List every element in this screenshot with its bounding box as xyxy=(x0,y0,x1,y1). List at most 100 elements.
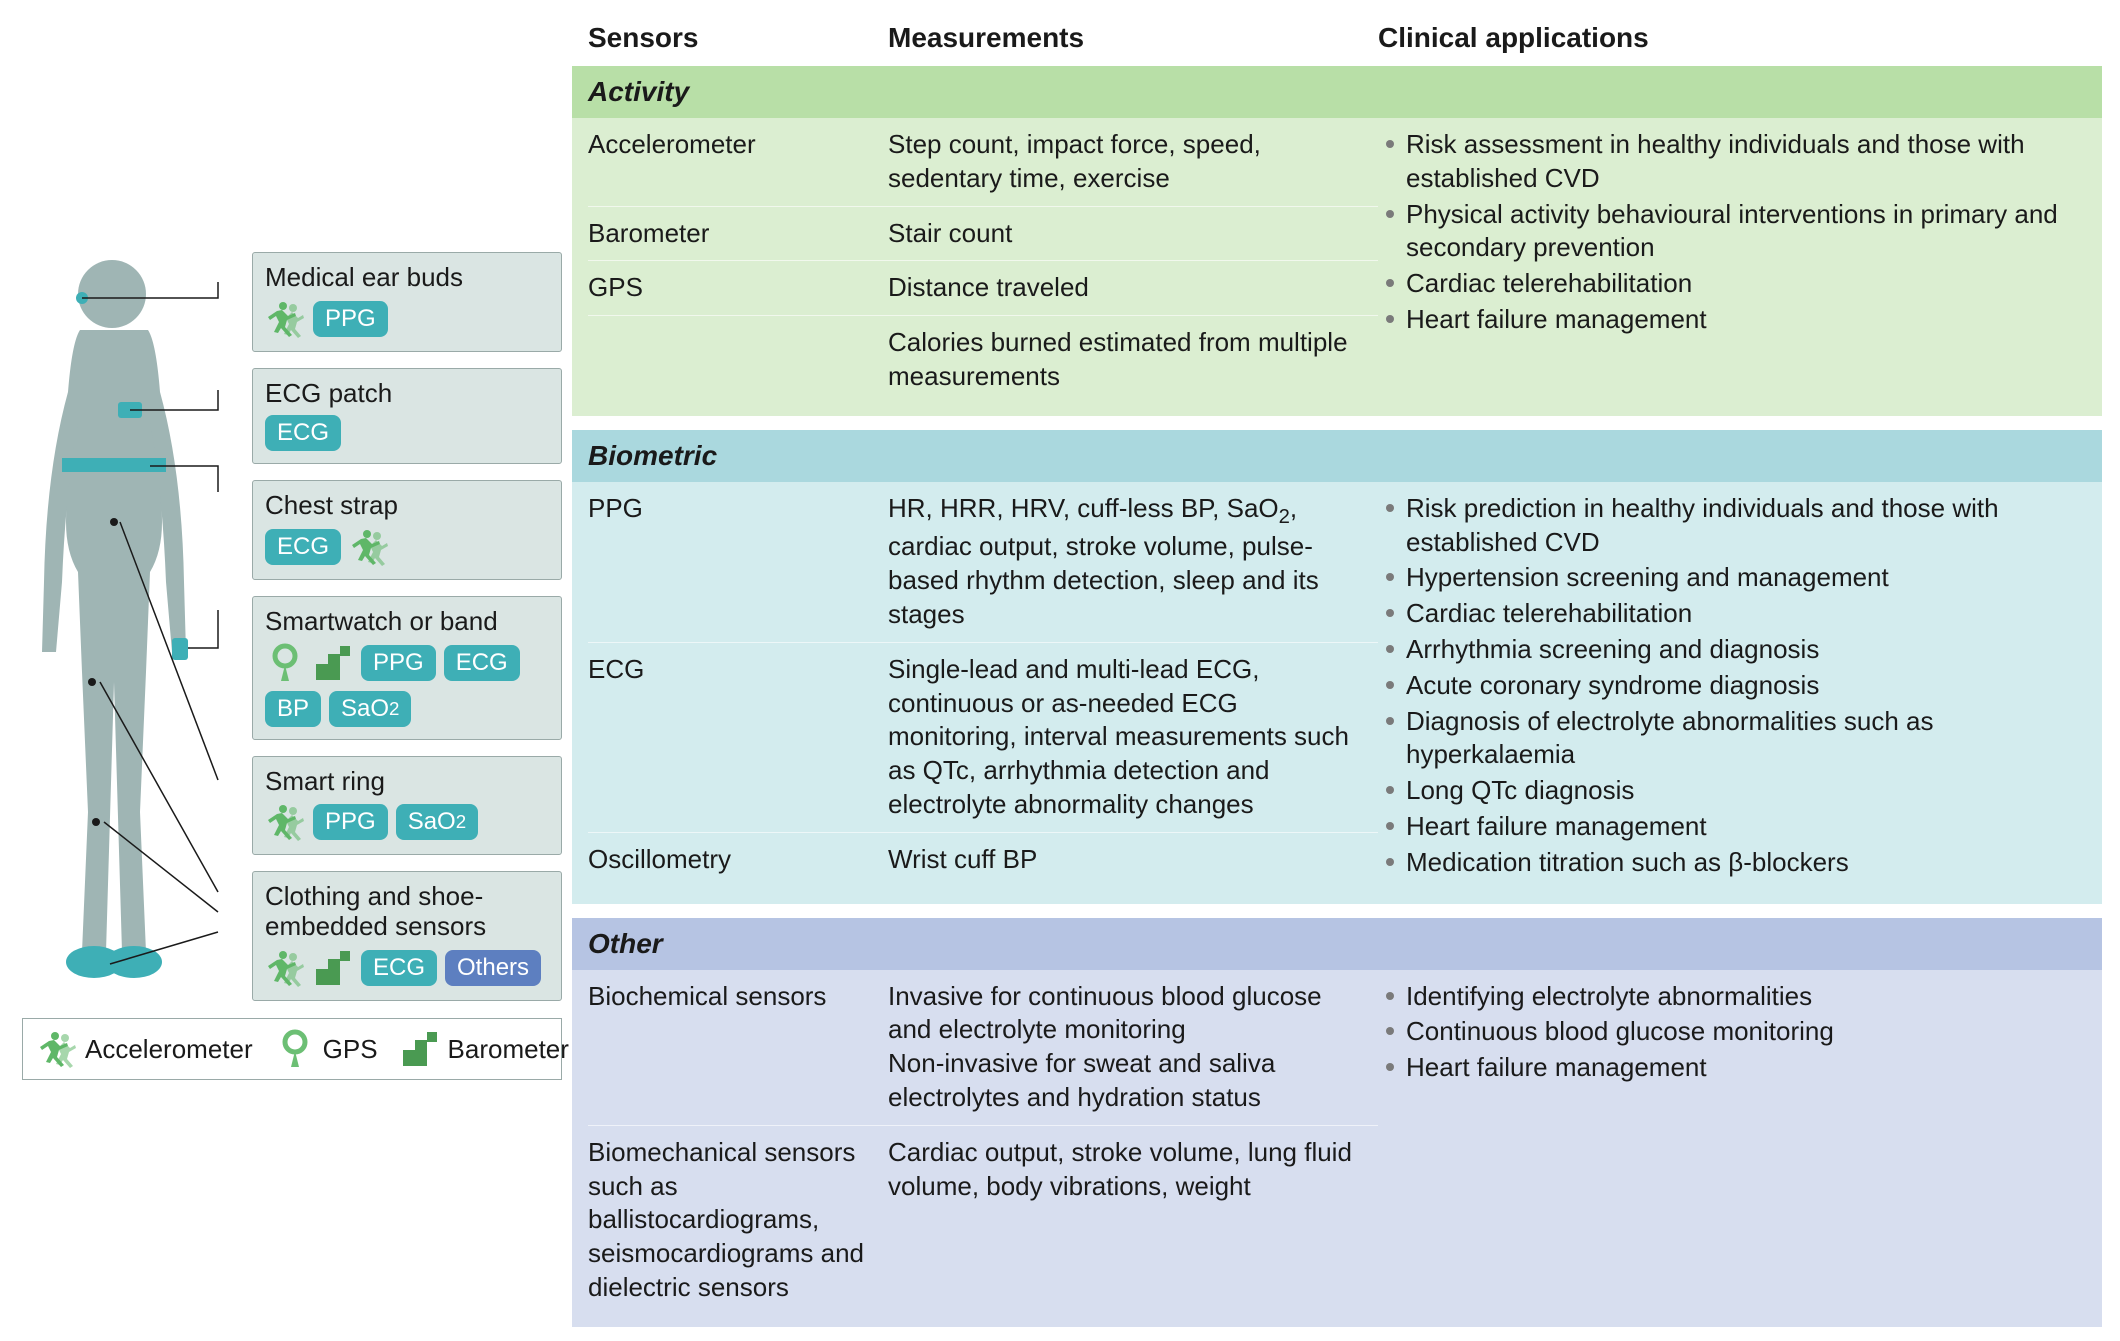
measurement-cell: Calories burned estimated from multiple … xyxy=(888,326,1378,394)
right-panel: Sensors Measurements Clinical applicatio… xyxy=(572,0,2120,1313)
clinical-item: Heart failure management xyxy=(1382,1051,2086,1085)
clinical-item: Cardiac telerehabilitation xyxy=(1382,597,2086,631)
device-card: Chest strap ECG xyxy=(252,480,562,580)
table-row: ECGSingle-lead and multi-lead ECG, conti… xyxy=(588,642,1378,832)
runner-icon xyxy=(349,527,389,567)
measurement-cell: Stair count xyxy=(888,217,1378,251)
table-row: OscillometryWrist cuff BP xyxy=(588,832,1378,887)
gps-icon xyxy=(265,643,305,683)
table-row: AccelerometerStep count, impact force, s… xyxy=(588,118,1378,206)
clinical-cell: Identifying electrolyte abnormalitiesCon… xyxy=(1378,970,2086,1315)
measurement-cell: HR, HRR, HRV, cuff-less BP, SaO2, cardia… xyxy=(888,492,1378,632)
clinical-item: Physical activity behavioural interventi… xyxy=(1382,198,2086,266)
measurement-cell: Cardiac output, stroke volume, lung flui… xyxy=(888,1136,1378,1305)
clinical-item: Cardiac telerehabilitation xyxy=(1382,267,2086,301)
barometer-icon xyxy=(313,948,353,988)
clinical-item: Continuous blood glucose monitoring xyxy=(1382,1015,2086,1049)
sensor-cell: Biomechanical sensors such as ballistoca… xyxy=(588,1136,888,1305)
clinical-item: Acute coronary syndrome diagnosis xyxy=(1382,669,2086,703)
clinical-cell: Risk prediction in healthy individuals a… xyxy=(1378,482,2086,892)
clinical-item: Identifying electrolyte abnormalities xyxy=(1382,980,2086,1014)
sensor-badge: ECG xyxy=(361,950,437,986)
left-panel: Medical ear buds PPGECG patchECGChest st… xyxy=(0,0,572,1313)
device-card: Smartwatch or band PPGECGBPSaO2 xyxy=(252,596,562,740)
clinical-item: Arrhythmia screening and diagnosis xyxy=(1382,633,2086,667)
clinical-item: Risk prediction in healthy individuals a… xyxy=(1382,492,2086,560)
device-stack: Medical ear buds PPGECG patchECGChest st… xyxy=(252,252,562,1017)
clinical-item: Heart failure management xyxy=(1382,810,2086,844)
section-header: Other xyxy=(572,918,2102,970)
sensor-badge: SaO2 xyxy=(329,691,411,727)
clinical-item: Heart failure management xyxy=(1382,303,2086,337)
section-body: PPGHR, HRR, HRV, cuff-less BP, SaO2, car… xyxy=(572,482,2102,904)
measurement-cell: Invasive for continuous blood glucose an… xyxy=(888,980,1378,1115)
sensor-badge: BP xyxy=(265,691,321,727)
device-title: Clothing and shoe-embedded sensors xyxy=(265,882,549,942)
clinical-item: Medication titration such as β-blockers xyxy=(1382,846,2086,880)
runner-icon xyxy=(265,948,305,988)
table-row: GPSDistance traveled xyxy=(588,260,1378,315)
sensor-cell: Biochemical sensors xyxy=(588,980,888,1115)
legend-label: Barometer xyxy=(448,1034,569,1065)
sensor-badge: Others xyxy=(445,950,541,986)
barometer-icon xyxy=(313,643,353,683)
section-body: AccelerometerStep count, impact force, s… xyxy=(572,118,2102,416)
sensor-cell: Accelerometer xyxy=(588,128,888,196)
table-row: Biochemical sensorsInvasive for continuo… xyxy=(588,970,1378,1125)
device-title: ECG patch xyxy=(265,379,549,409)
sensor-cell: Oscillometry xyxy=(588,843,888,877)
device-title: Medical ear buds xyxy=(265,263,549,293)
badge-row: ECGOthers xyxy=(265,948,549,988)
sensor-badge: ECG xyxy=(265,415,341,451)
sensor-cell: ECG xyxy=(588,653,888,822)
section-body: Biochemical sensorsInvasive for continuo… xyxy=(572,970,2102,1327)
sensor-badge: PPG xyxy=(361,645,436,681)
clinical-item: Hypertension screening and management xyxy=(1382,561,2086,595)
legend-item: Accelerometer xyxy=(37,1029,253,1069)
table-row: PPGHR, HRR, HRV, cuff-less BP, SaO2, car… xyxy=(588,482,1378,642)
header-clinical: Clinical applications xyxy=(1378,22,2086,54)
sensor-cell: PPG xyxy=(588,492,888,632)
badge-row: ECG xyxy=(265,527,549,567)
runner-icon xyxy=(37,1029,77,1069)
table-row: Calories burned estimated from multiple … xyxy=(588,315,1378,404)
legend-label: GPS xyxy=(323,1034,378,1065)
runner-icon xyxy=(265,802,305,842)
device-card: ECG patch ECG xyxy=(252,368,562,464)
sensor-cell: GPS xyxy=(588,271,888,305)
sensor-badge: PPG xyxy=(313,804,388,840)
measurement-cell: Step count, impact force, speed, sedenta… xyxy=(888,128,1378,196)
badge-row: PPG xyxy=(265,299,549,339)
legend-item: GPS xyxy=(275,1029,378,1069)
table-header-row: Sensors Measurements Clinical applicatio… xyxy=(572,12,2102,66)
sensor-cell xyxy=(588,326,888,394)
device-card: Smart ring PPGSaO2 xyxy=(252,756,562,856)
measurement-cell: Wrist cuff BP xyxy=(888,843,1378,877)
sensor-badge: SaO2 xyxy=(396,804,478,840)
barometer-icon xyxy=(400,1029,440,1069)
sensor-badge: ECG xyxy=(444,645,520,681)
device-card: Clothing and shoe-embedded sensors ECGOt… xyxy=(252,871,562,1001)
header-sensors: Sensors xyxy=(588,22,888,54)
table-row: Biomechanical sensors such as ballistoca… xyxy=(588,1125,1378,1315)
badge-row: ECG xyxy=(265,415,549,451)
sensor-badge: PPG xyxy=(313,301,388,337)
clinical-item: Risk assessment in healthy individuals a… xyxy=(1382,128,2086,196)
device-title: Smart ring xyxy=(265,767,549,797)
clinical-item: Diagnosis of electrolyte abnormalities s… xyxy=(1382,705,2086,773)
section-header: Activity xyxy=(572,66,2102,118)
badge-row: PPGSaO2 xyxy=(265,802,549,842)
sensor-badge: ECG xyxy=(265,529,341,565)
device-card: Medical ear buds PPG xyxy=(252,252,562,352)
section-header: Biometric xyxy=(572,430,2102,482)
measurement-cell: Distance traveled xyxy=(888,271,1378,305)
sensor-table: Sensors Measurements Clinical applicatio… xyxy=(572,12,2102,1341)
clinical-item: Long QTc diagnosis xyxy=(1382,774,2086,808)
legend-label: Accelerometer xyxy=(85,1034,253,1065)
sensor-cell: Barometer xyxy=(588,217,888,251)
device-title: Chest strap xyxy=(265,491,549,521)
legend-item: Barometer xyxy=(400,1029,569,1069)
table-row: BarometerStair count xyxy=(588,206,1378,261)
gps-icon xyxy=(275,1029,315,1069)
header-measurements: Measurements xyxy=(888,22,1378,54)
